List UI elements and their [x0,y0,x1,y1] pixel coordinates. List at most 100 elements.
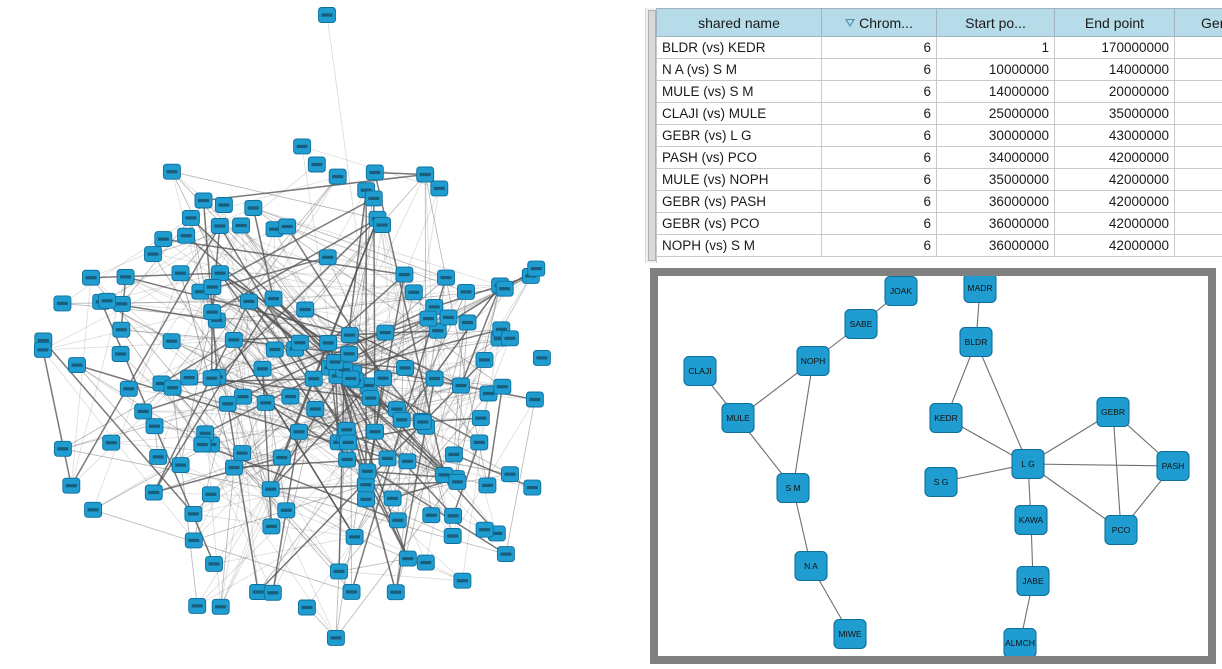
network-edge[interactable] [71,387,173,487]
main-network-canvas[interactable] [0,0,645,669]
cell-shared_name[interactable]: GEBR (vs) L G [656,124,822,147]
cell-shared_name[interactable]: MULE (vs) NOPH [656,168,822,191]
network-node[interactable] [523,479,542,496]
network-node[interactable] [373,217,392,233]
network-node[interactable] [203,279,222,295]
network-node[interactable] [338,451,357,468]
network-edge[interactable] [171,171,378,220]
network-edge[interactable] [76,364,144,412]
network-node[interactable] [163,379,182,396]
network-node[interactable] [205,555,223,572]
subnetwork-node[interactable]: N A [794,550,828,582]
network-node[interactable] [378,450,397,467]
table-row[interactable]: CLAJI (vs) MULE625000000350000005.9 [656,102,1222,125]
network-node[interactable] [392,411,411,428]
cell-end_point[interactable]: 20000000 [1054,80,1175,103]
network-edge[interactable] [455,285,501,479]
column-header-start-point[interactable]: Start po... [936,8,1055,37]
cell-shared_name[interactable]: PASH (vs) PCO [656,146,822,169]
table-row[interactable]: PASH (vs) PCO6340000004200000011.4 [656,146,1222,169]
network-edge[interactable] [152,253,435,308]
network-edge[interactable] [286,226,414,293]
node-shape[interactable] [721,402,755,434]
network-edge[interactable] [344,328,502,371]
network-node[interactable] [304,370,323,387]
network-edge[interactable] [453,285,501,455]
network-edge[interactable] [142,411,355,538]
node-shape[interactable] [1096,396,1130,428]
network-node[interactable] [340,345,359,362]
node-shape[interactable] [959,326,993,358]
network-node[interactable] [82,269,100,286]
network-node[interactable] [214,197,233,213]
network-edge[interactable] [106,225,221,302]
network-node[interactable] [444,446,463,463]
network-edge[interactable] [188,176,339,378]
subnetwork-node[interactable]: GEBR [1096,396,1130,428]
network-edge[interactable] [163,238,435,308]
network-node[interactable] [171,457,190,474]
network-edge[interactable] [223,204,272,527]
network-node[interactable] [211,598,230,615]
cell-shared_name[interactable]: N A (vs) S M [656,58,822,81]
cell-chromosome[interactable]: 6 [821,190,937,213]
network-node[interactable] [68,357,86,374]
network-node[interactable] [345,528,364,545]
network-node[interactable] [84,501,103,518]
network-node[interactable] [478,477,497,494]
edge-table[interactable]: shared name Chrom... Start po... End poi… [656,8,1222,257]
network-node[interactable] [98,292,117,309]
network-edge[interactable] [335,477,457,639]
cell-start_point[interactable]: 36000000 [936,190,1055,213]
network-edge[interactable] [486,386,504,486]
network-edge[interactable] [92,509,352,593]
cell-genetic[interactable]: 8.4 [1174,212,1222,235]
cell-shared_name[interactable]: GEBR (vs) PCO [656,212,822,235]
cell-start_point[interactable]: 14000000 [936,80,1055,103]
network-edge[interactable] [128,207,254,390]
network-node[interactable] [501,466,519,483]
network-edge[interactable] [202,342,329,445]
subnetwork-node[interactable]: KAWA [1014,504,1048,536]
network-edge[interactable] [217,376,272,490]
network-node[interactable] [297,599,316,616]
network-node[interactable] [496,546,515,563]
network-edge[interactable] [125,276,217,321]
network-edge[interactable] [421,420,432,516]
network-node[interactable] [296,301,315,318]
network-edge[interactable] [70,277,92,486]
column-header-shared-name[interactable]: shared name [656,8,822,37]
cell-chromosome[interactable]: 6 [821,80,937,103]
node-shape[interactable] [1011,448,1045,480]
network-node[interactable] [53,295,72,312]
cell-chromosome[interactable]: 6 [821,58,937,81]
cell-end_point[interactable]: 43000000 [1054,124,1175,147]
network-edge[interactable] [62,217,192,304]
network-node[interactable] [188,597,207,614]
node-shape[interactable] [1003,627,1037,657]
cell-shared_name[interactable]: CLAJI (vs) MULE [656,102,822,125]
network-node[interactable] [145,418,164,435]
network-edge[interactable] [272,408,316,593]
network-node[interactable] [264,290,283,307]
subnetwork-edge[interactable] [975,341,1029,465]
node-shape[interactable] [794,550,828,582]
network-edge[interactable] [453,453,533,489]
network-node[interactable] [119,380,138,397]
network-edge[interactable] [460,285,501,386]
node-shape[interactable] [1014,504,1048,536]
network-edge[interactable] [327,257,454,537]
network-node[interactable] [180,369,199,386]
cell-end_point[interactable]: 14000000 [1054,58,1175,81]
network-edge[interactable] [125,276,345,371]
cell-chromosome[interactable]: 6 [821,124,937,147]
network-edge[interactable] [70,225,221,487]
network-node[interactable] [428,322,447,339]
node-shape[interactable] [1156,450,1190,482]
network-edge[interactable] [336,375,348,430]
network-node[interactable] [62,477,81,494]
network-node[interactable] [181,209,200,226]
cell-end_point[interactable]: 42000000 [1054,212,1175,235]
network-node[interactable] [396,359,415,376]
